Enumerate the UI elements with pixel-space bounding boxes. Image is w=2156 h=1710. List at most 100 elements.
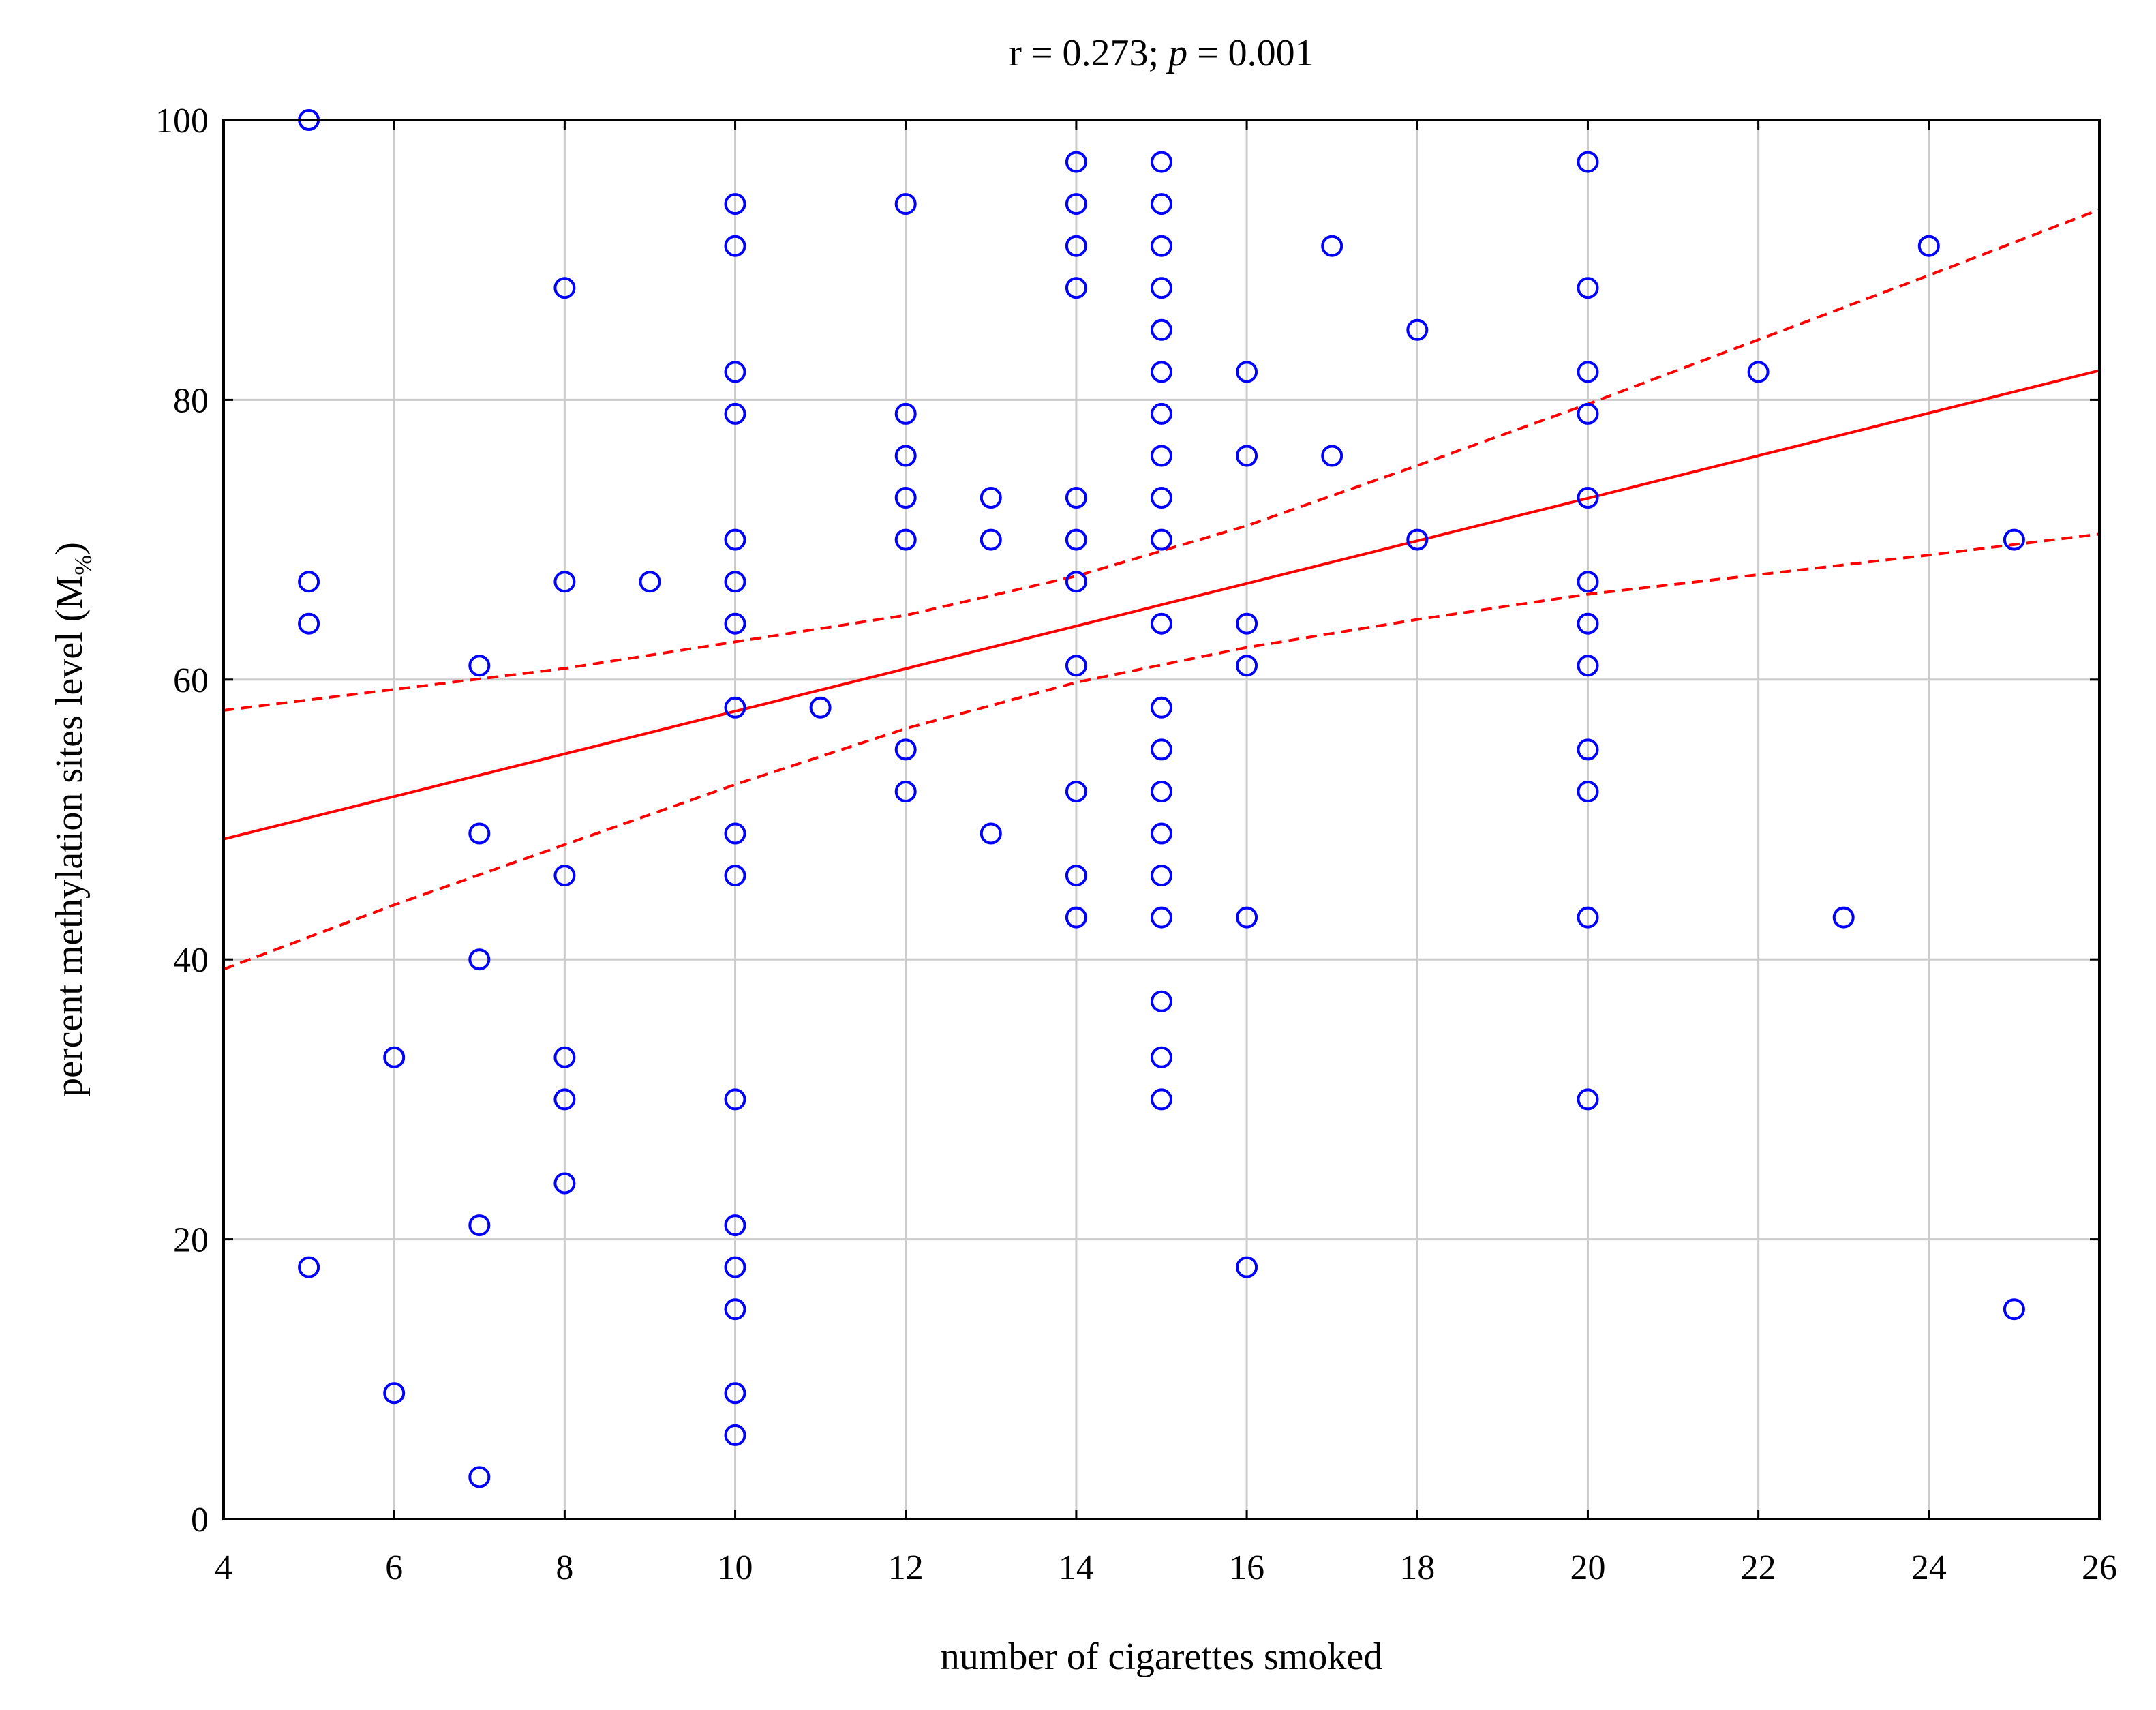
data-point [980, 822, 1002, 845]
data-points [298, 109, 2025, 1488]
data-point [809, 696, 832, 719]
data-point [1065, 235, 1087, 257]
data-point [724, 1382, 746, 1405]
x-tick-label: 8 [556, 1548, 573, 1587]
data-point [553, 277, 576, 299]
data-point [1577, 361, 1599, 383]
data-point [298, 612, 320, 635]
data-point [1151, 990, 1172, 1012]
data-point [1065, 528, 1087, 551]
x-tick-label: 22 [1741, 1548, 1776, 1587]
title-suffix: = 0.001 [1187, 32, 1314, 74]
y-tick-label: 20 [173, 1221, 209, 1260]
data-point [1151, 781, 1172, 802]
data-point [1236, 1256, 1258, 1278]
data-point [2003, 528, 2025, 551]
data-point [980, 487, 1002, 509]
regression-line [223, 369, 2100, 841]
data-point [1151, 193, 1172, 215]
data-point [383, 1046, 406, 1068]
data-point [298, 571, 320, 593]
data-point [724, 696, 746, 719]
data-point [468, 1214, 491, 1237]
data-point [1151, 487, 1172, 509]
x-tick-label: 26 [2082, 1548, 2117, 1587]
data-point [1236, 361, 1258, 383]
data-point [1065, 781, 1087, 802]
data-point [724, 612, 746, 635]
data-point [468, 655, 491, 677]
data-point [1577, 612, 1599, 635]
data-point [468, 1466, 491, 1488]
data-point [1151, 402, 1172, 425]
data-point [1065, 906, 1087, 929]
y-title-main: percent methylation sites level (M [48, 575, 91, 1097]
data-point [1065, 193, 1087, 215]
title-p-symbol: p [1166, 32, 1187, 74]
data-point [894, 193, 917, 215]
x-tick-label: 16 [1229, 1548, 1264, 1587]
data-point [724, 1214, 746, 1237]
data-point [1577, 738, 1599, 761]
data-point [1065, 487, 1087, 509]
data-point [1065, 151, 1087, 173]
data-point [1917, 235, 1940, 257]
data-point [1832, 906, 1855, 929]
data-point [1577, 151, 1599, 173]
plot-frame [222, 119, 2101, 1520]
data-point [1151, 1046, 1172, 1068]
data-point [894, 738, 917, 761]
data-point [1236, 906, 1258, 929]
data-point [383, 1382, 406, 1405]
y-tick-label: 40 [173, 941, 209, 980]
chart-title: r = 0.273; p = 0.001 [1009, 32, 1314, 74]
data-point [1151, 528, 1172, 551]
data-point [894, 402, 917, 425]
title-prefix: r = 0.273; [1009, 32, 1168, 74]
data-point [1577, 781, 1599, 802]
data-point [724, 865, 746, 887]
data-point [724, 193, 746, 215]
x-tick-label: 4 [215, 1548, 232, 1587]
x-tick-label: 6 [385, 1548, 403, 1587]
data-point [724, 402, 746, 425]
data-point [1151, 1088, 1172, 1111]
data-point [894, 528, 917, 551]
grid [224, 120, 2099, 1519]
data-point [1065, 655, 1087, 677]
x-tick-label: 10 [718, 1548, 753, 1587]
data-point [1065, 571, 1087, 593]
data-point [724, 1298, 746, 1321]
data-point [1577, 487, 1599, 509]
ci-lower-line [223, 532, 2100, 971]
data-point [1151, 696, 1172, 719]
data-point [724, 1424, 746, 1446]
x-tick-label: 20 [1570, 1548, 1605, 1587]
data-point [724, 528, 746, 551]
data-point [1321, 235, 1343, 257]
data-point [553, 1046, 576, 1068]
data-point [2003, 1298, 2025, 1321]
data-point [894, 445, 917, 467]
data-point [724, 1088, 746, 1111]
data-point [1065, 277, 1087, 299]
data-point [1577, 402, 1599, 425]
data-point [1151, 235, 1172, 257]
y-tick-label: 100 [155, 102, 209, 140]
ci-upper-line [223, 208, 2100, 712]
data-point [1151, 318, 1172, 341]
x-tick-label: 14 [1059, 1548, 1094, 1587]
confidence-band [223, 208, 2100, 971]
x-tick-label: 18 [1399, 1548, 1435, 1587]
data-point [468, 822, 491, 845]
data-point [1406, 528, 1429, 551]
data-point [724, 571, 746, 593]
data-point [1577, 277, 1599, 299]
y-tick-label: 80 [173, 381, 209, 420]
data-point [468, 948, 491, 971]
y-title-close: ) [48, 542, 91, 555]
y-tick-label: 60 [173, 661, 209, 700]
data-point [980, 528, 1002, 551]
data-point [1236, 445, 1258, 467]
data-point [894, 487, 917, 509]
